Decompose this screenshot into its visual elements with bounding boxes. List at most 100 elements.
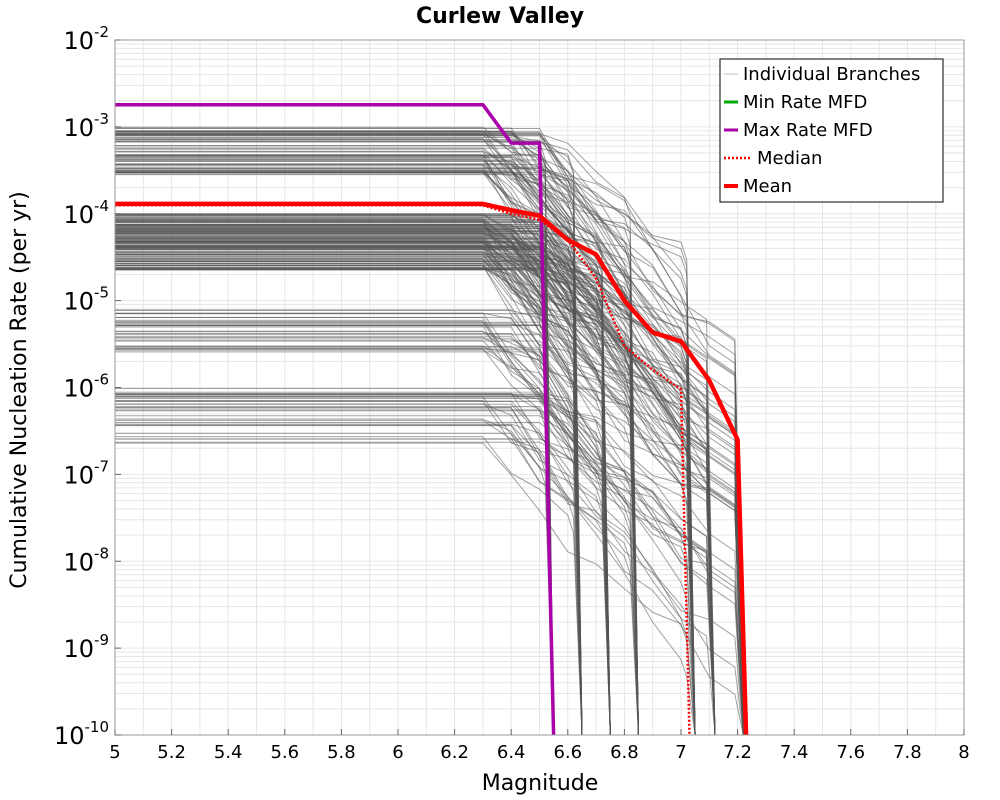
legend-median: Median [724,148,822,169]
branch-line [115,226,696,736]
x-tick-label: 6.2 [440,742,469,763]
branch-line [115,247,716,736]
branch-line [115,147,611,736]
y-tick-label: 10-10 [54,718,109,750]
branch-line [115,141,744,736]
branch-line [115,407,716,736]
legend-mean: Mean [724,176,792,197]
x-tick-label: 5.4 [214,742,243,763]
branch-line [115,425,744,736]
branch-line [115,393,716,736]
branch-line [115,265,744,736]
branch-line [115,252,744,736]
x-tick-label: 8 [958,742,969,763]
legend-label: Individual Branches [743,64,920,85]
x-tick-label: 7.6 [836,742,865,763]
y-tick-label: 10-5 [63,284,109,316]
branch-line [115,233,716,736]
y-tick-label: 10-4 [63,197,109,229]
branch-line [115,239,611,736]
branch-line [115,132,744,736]
branch-line [115,227,696,736]
branch-line [115,134,583,736]
max-rate-mfd-line [115,102,556,736]
legend-max-rate-mfd: Max Rate MFD [724,120,873,141]
x-tick-label: 7 [675,742,686,763]
branch-line [115,347,744,736]
x-tick-label: 5.8 [327,742,356,763]
branch-line [115,349,611,736]
x-tick-label: 7.4 [780,742,809,763]
branch-line [115,135,696,736]
branch-line [115,243,744,736]
branch-line [115,241,639,736]
legend-label: Max Rate MFD [743,120,873,141]
branch-line [115,309,583,736]
branch-line [115,265,744,736]
median-line [115,204,691,736]
branch-line [115,223,639,736]
chart-title: Curlew Valley [416,4,584,29]
branch-line [115,134,696,736]
y-tick-label: 10-3 [63,110,109,142]
branch-line [115,251,611,736]
branch-line [115,403,611,736]
branch-line [115,313,639,736]
branch-line [115,246,716,736]
branch-line [115,438,696,736]
branch-line [115,349,716,736]
x-tick-label: 6.6 [553,742,582,763]
branch-line [115,244,583,736]
branch-line [115,236,696,736]
branch-line [115,312,583,736]
branch-line [115,236,744,736]
mean-line [115,201,749,736]
x-tick-label: 7.8 [893,742,922,763]
branch-line [115,145,639,736]
branch-line [115,316,611,736]
y-axis-ticks: 10-2 10-3 10-4 10-5 10-6 10-7 10-8 10-9 10-10 [54,23,121,750]
y-tick-label: 10-9 [63,631,109,663]
branch-line [115,228,639,736]
branch-line [115,442,696,736]
legend-label: Mean [743,176,792,197]
branch-line [115,160,639,736]
branch-line [115,407,744,736]
branch-line [115,331,583,736]
branch-line [115,388,583,736]
y-tick-label: 10-2 [63,23,109,55]
branch-line [115,138,639,736]
branch-line [115,317,611,736]
x-axis-ticks: 5 5.2 5.4 5.6 5.8 6 6.2 6.4 6.6 6.8 7 7.2 7.4 7.6 7.8 8 [109,729,970,763]
branch-line [115,241,744,736]
x-tick-label: 7.2 [723,742,752,763]
branch-line [115,170,611,736]
branch-line [115,224,744,736]
branch-line [115,221,744,736]
branch-line [115,245,744,736]
legend-individual-branches: Individual Branches [724,64,920,85]
y-tick-label: 10-6 [63,371,109,403]
branch-line [115,419,639,736]
legend-box [719,58,944,203]
branch-line [115,400,583,736]
branch-line [115,265,696,736]
legend-label: Median [757,148,822,169]
branch-line [115,400,696,736]
x-tick-label: 5.6 [270,742,299,763]
branch-line [115,171,696,736]
branch-line [115,436,583,736]
branch-line [115,132,744,736]
x-tick-label: 6 [392,742,403,763]
y-axis-label: Cumulative Nucleation Rate (per yr) [7,191,32,589]
branch-line [115,326,639,736]
individual-branches [115,126,744,736]
branch-line [115,172,583,736]
y-tick-label: 10-8 [63,544,109,576]
branch-line [115,215,744,736]
branch-line [115,415,639,736]
x-tick-label: 5.2 [157,742,186,763]
legend-min-rate-mfd: Min Rate MFD [724,92,867,113]
x-tick-label: 5 [109,742,120,763]
